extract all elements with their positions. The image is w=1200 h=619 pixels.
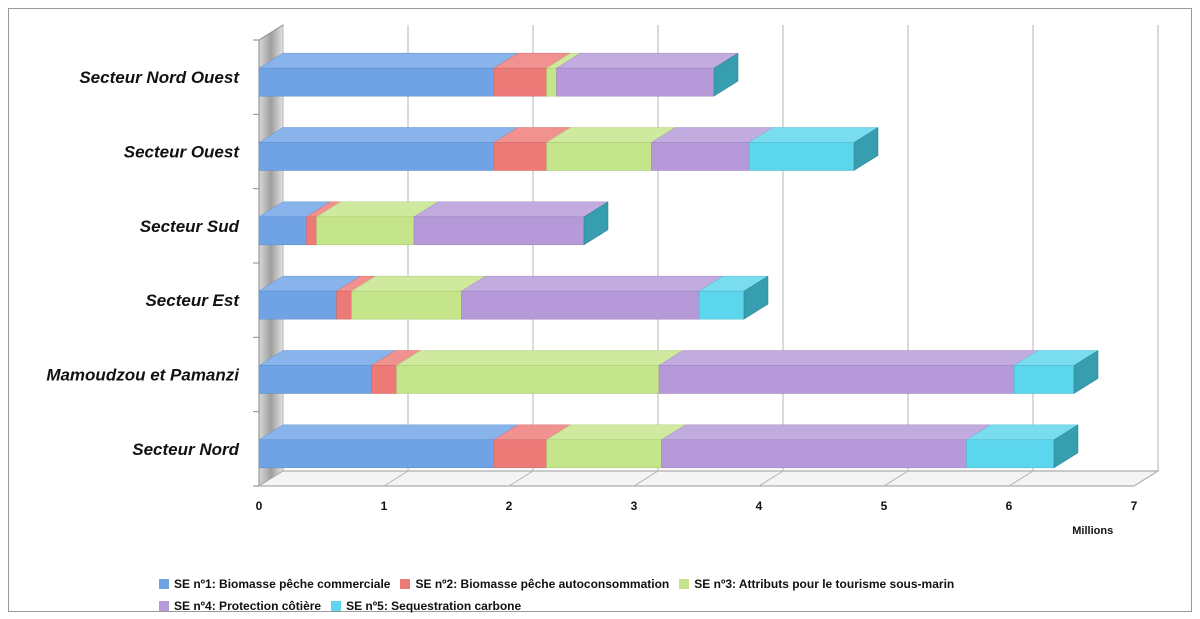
floor-gridline <box>1008 470 1034 487</box>
bar-segment <box>661 439 967 469</box>
legend-item: SE nº1: Biomasse pêche commerciale <box>159 577 390 591</box>
bar-segment-top <box>258 424 519 441</box>
bar-segment <box>258 290 337 320</box>
bar-segment-top <box>555 52 739 69</box>
floor-gridline <box>1133 470 1159 487</box>
category-label: Secteur Est <box>145 291 240 310</box>
bar-segment <box>316 216 415 246</box>
bar-segment <box>413 216 585 246</box>
bar-segment <box>371 365 397 394</box>
bar-segment <box>461 290 700 320</box>
floor <box>257 470 1160 487</box>
legend-label: SE nº4: Protection côtière <box>174 598 322 613</box>
bar-segment <box>546 67 557 97</box>
bar-stack <box>258 275 769 320</box>
bar-segment <box>258 67 495 97</box>
legend-label: SE nº1: Biomasse pêche commerciale <box>174 576 391 591</box>
legend-item: SE nº3: Attributs pour le tourisme sous-… <box>679 577 954 591</box>
bars <box>258 52 1099 469</box>
x-tick-labels: 0 1 2 3 4 5 6 7 <box>256 499 1138 513</box>
floor-gridline <box>883 470 909 487</box>
bar-segment <box>658 365 1015 394</box>
bar-segment <box>336 290 352 320</box>
bar-end-face <box>743 275 769 320</box>
category-label: Secteur Sud <box>140 217 240 236</box>
legend-swatch <box>679 578 690 589</box>
x-tick-label: 7 <box>1131 499 1138 513</box>
category-label: Secteur Nord <box>132 440 239 459</box>
bar-segment <box>546 142 652 171</box>
bar-stack <box>258 350 1099 394</box>
chart-frame: Secteur Nord Ouest Secteur Ouest Secteur S… <box>8 8 1192 613</box>
bar-segment <box>651 142 750 171</box>
bar-segment-top <box>413 201 609 218</box>
bar-segment <box>258 216 307 246</box>
x-tick-label: 5 <box>881 499 888 513</box>
legend-item: SE nº2: Biomasse pêche autoconsommation <box>400 577 669 591</box>
floor-gridline <box>633 470 659 487</box>
floor-gridline <box>258 470 284 487</box>
legend-swatch <box>400 578 411 589</box>
legend-swatch <box>159 600 169 611</box>
bar-segment-top <box>258 52 519 69</box>
gridlines <box>253 25 1159 487</box>
bar-segment <box>698 290 745 320</box>
x-tick-label: 0 <box>256 499 263 513</box>
x-tick-label: 3 <box>631 499 638 513</box>
bar-segment <box>258 439 495 469</box>
legend-item: SE nº4: Protection côtière <box>159 599 321 613</box>
bar-segment-top <box>258 127 519 143</box>
floor-gridline <box>508 470 534 487</box>
bar-segment <box>966 439 1055 469</box>
bar-segment-top <box>660 424 992 441</box>
legend-label: SE nº2: Biomasse pêche autoconsommation <box>415 576 670 591</box>
bar-end-face <box>583 201 609 246</box>
bar-segment <box>1013 365 1075 394</box>
legend-item: SE nº5: Sequestration carbone <box>331 599 521 613</box>
x-tick-label: 4 <box>756 499 763 513</box>
bar-segment <box>258 142 495 171</box>
bar-segment <box>493 142 547 171</box>
bar-segment <box>493 67 547 97</box>
bar-end-face <box>1073 350 1099 394</box>
bar-end-face <box>1053 424 1079 469</box>
floor-gridline <box>383 470 409 487</box>
bar-stack <box>258 127 879 171</box>
bar-stack <box>258 424 1079 469</box>
bar-segment <box>396 365 660 394</box>
legend-row: SE nº1: Biomasse pêche commerciale SE nº2… <box>159 575 1159 597</box>
stacked-bar-chart: Secteur Nord Ouest Secteur Ouest Secteur S… <box>46 24 1160 537</box>
bar-segment <box>351 290 462 320</box>
x-unit-label: Millions <box>1072 525 1113 537</box>
legend-label: SE nº5: Sequestration carbone <box>346 598 522 613</box>
bar-stack <box>258 201 609 246</box>
x-tick-label: 6 <box>1006 499 1013 513</box>
bar-end-face <box>713 52 739 97</box>
x-tick-label: 1 <box>381 499 388 513</box>
bar-segment-top <box>460 275 724 292</box>
bar-stack <box>258 52 739 97</box>
bar-segment <box>306 216 317 246</box>
legend-row: SE nº4: Protection côtière SE nº5: Seques… <box>159 597 1159 619</box>
floor-gridline <box>758 470 784 487</box>
legend-swatch <box>159 578 169 589</box>
category-label: Mamoudzou et Pamanzi <box>46 366 240 385</box>
bar-segment <box>258 365 372 394</box>
category-labels: Secteur Nord Ouest Secteur Ouest Secteur S… <box>46 68 240 459</box>
x-tick-label: 2 <box>506 499 513 513</box>
category-label: Secteur Nord Ouest <box>79 68 240 87</box>
legend-label: SE nº3: Attributs pour le tourisme sous-… <box>694 576 955 591</box>
bar-segment <box>556 67 715 97</box>
bar-segment <box>493 439 547 469</box>
bar-end-face <box>853 127 879 171</box>
bar-segment <box>748 142 855 171</box>
legend: SE nº1: Biomasse pêche commerciale SE nº2… <box>159 575 1159 619</box>
bar-segment <box>546 439 662 469</box>
bar-segment-top <box>395 350 684 366</box>
category-label: Secteur Ouest <box>124 143 241 162</box>
bar-segment-top <box>658 350 1039 366</box>
legend-swatch <box>331 600 342 611</box>
